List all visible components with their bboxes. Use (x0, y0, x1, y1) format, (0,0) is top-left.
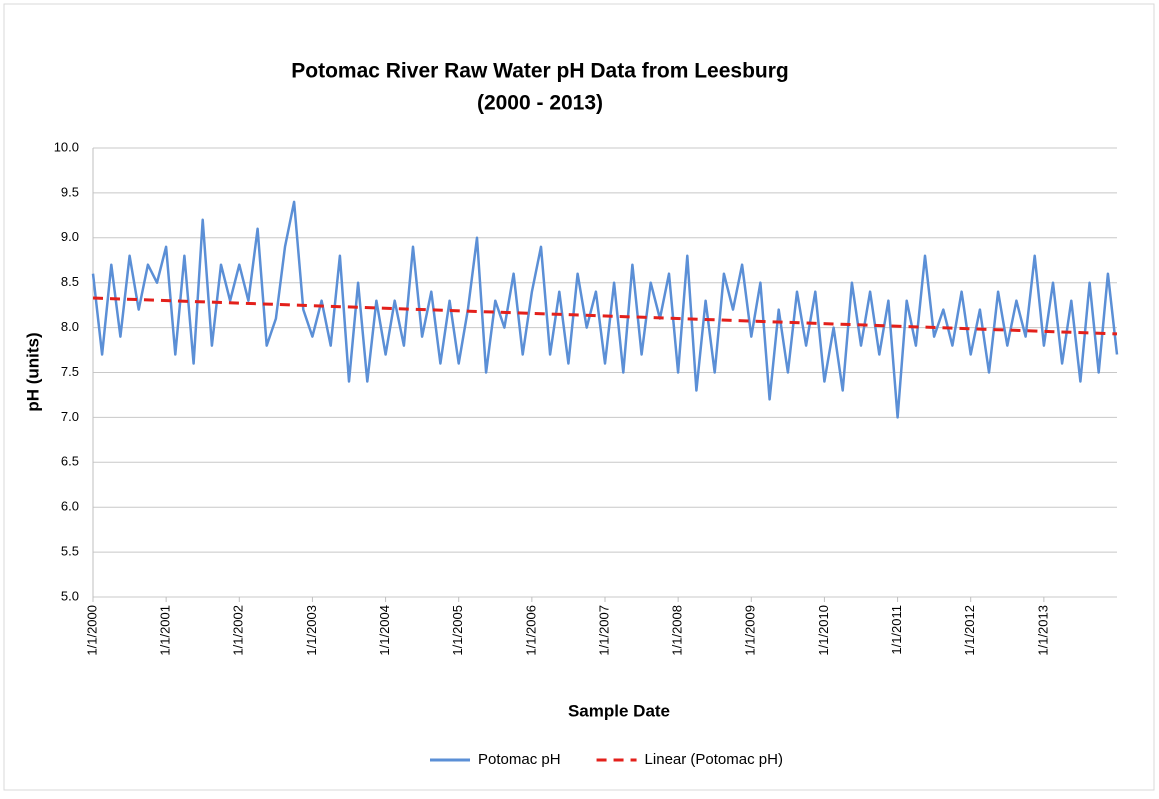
y-tick-label: 10.0 (54, 139, 79, 154)
x-tick-label: 1/1/2005 (450, 605, 465, 656)
x-tick-label: 1/1/2012 (962, 605, 977, 656)
x-tick-label: 1/1/2008 (670, 605, 685, 656)
x-tick-label: 1/1/2001 (158, 605, 173, 656)
chart-subtitle: (2000 - 2013) (477, 92, 603, 115)
x-tick-label: 1/1/2000 (84, 605, 99, 656)
x-tick-label: 1/1/2004 (377, 605, 392, 656)
y-tick-label: 7.5 (61, 364, 79, 379)
y-tick-label: 5.5 (61, 544, 79, 559)
x-tick-label: 1/1/2013 (1035, 605, 1050, 656)
y-tick-label: 5.0 (61, 588, 79, 603)
x-tick-label: 1/1/2011 (889, 605, 904, 655)
y-tick-label: 6.0 (61, 499, 79, 514)
legend-label: Potomac pH (478, 751, 561, 768)
data-line (91, 200, 1119, 419)
x-tick-label: 1/1/2002 (231, 605, 246, 656)
y-axis-label: pH (units) (23, 332, 42, 411)
x-tick-label: 1/1/2010 (816, 605, 831, 656)
x-tick-label: 1/1/2007 (596, 605, 611, 656)
legend-label: Linear (Potomac pH) (645, 751, 783, 768)
x-axis-label: Sample Date (568, 701, 670, 720)
trend-line (92, 296, 1118, 336)
y-tick-label: 6.5 (61, 454, 79, 469)
x-tick-label: 1/1/2003 (304, 605, 319, 656)
chart-title: Potomac River Raw Water pH Data from Lee… (291, 60, 789, 83)
x-tick-label: 1/1/2006 (523, 605, 538, 656)
chart-frame (3, 3, 1155, 791)
y-tick-label: 9.5 (61, 184, 79, 199)
y-tick-label: 8.5 (61, 274, 79, 289)
x-tick-label: 1/1/2009 (743, 605, 758, 656)
y-tick-label: 8.0 (61, 319, 79, 334)
y-tick-label: 9.0 (61, 229, 79, 244)
y-tick-label: 7.0 (61, 409, 79, 424)
